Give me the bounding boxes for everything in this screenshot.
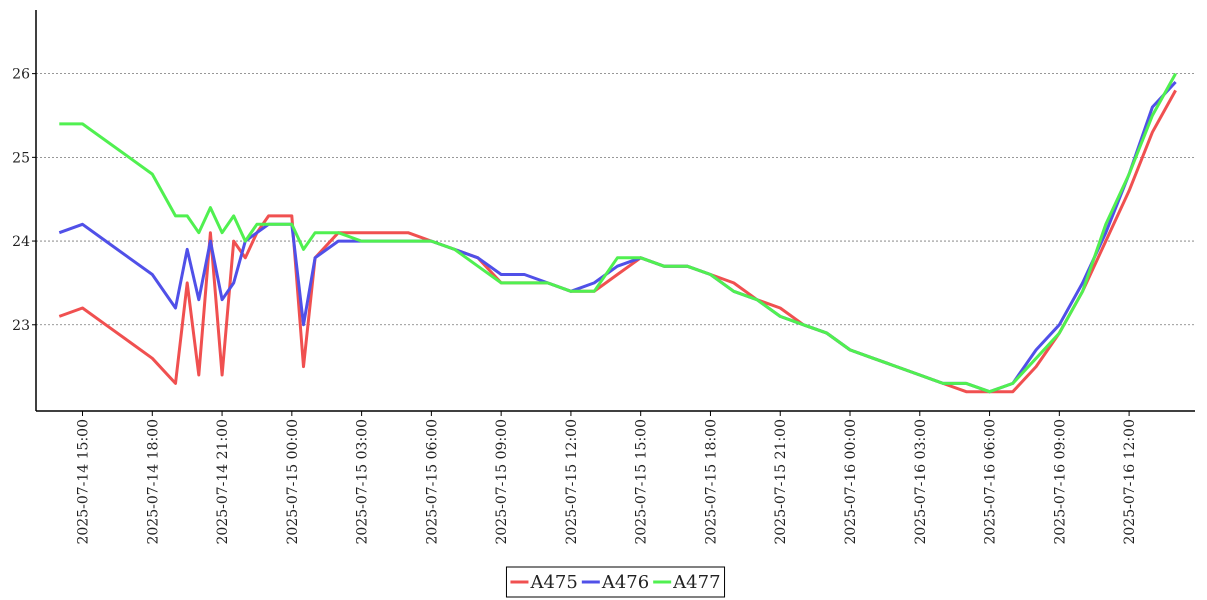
x-tick-label: 2025-07-15 12:00 [564,419,580,545]
x-tick-label: 2025-07-14 15:00 [76,419,92,545]
legend-box [505,566,726,598]
legend-label: A475 [529,572,577,593]
x-tick-label: 2025-07-15 21:00 [773,419,789,545]
x-tick-label: 2025-07-15 03:00 [355,419,371,545]
y-tick-label: 26 [12,67,30,83]
x-tick-label: 2025-07-14 21:00 [215,419,231,545]
legend-label: A477 [672,572,720,593]
y-tick-label: 23 [12,318,30,334]
series-line [58,80,1177,394]
series-line [59,72,1177,394]
x-tick-label: 2025-07-14 18:00 [145,419,161,545]
x-tick-label: 2025-07-16 12:00 [1122,419,1138,545]
x-tick-label: 2025-07-16 03:00 [913,419,929,545]
x-tick-label: 2025-07-16 00:00 [843,419,859,545]
x-tick-label: 2025-07-15 06:00 [424,419,440,545]
y-tick-label: 25 [12,150,30,166]
x-tick-label: 2025-07-16 06:00 [983,419,999,545]
x-tick-label: 2025-07-15 15:00 [634,419,650,545]
x-tick-label: 2025-07-15 18:00 [703,419,719,545]
x-tick-label: 2025-07-15 00:00 [285,419,301,545]
x-tick-label: 2025-07-16 09:00 [1052,419,1068,545]
y-tick-label: 24 [12,234,30,250]
x-tick-label: 2025-07-15 09:00 [494,419,510,545]
legend-label: A476 [601,572,649,593]
legend: A475 A476 A477 [505,566,726,598]
